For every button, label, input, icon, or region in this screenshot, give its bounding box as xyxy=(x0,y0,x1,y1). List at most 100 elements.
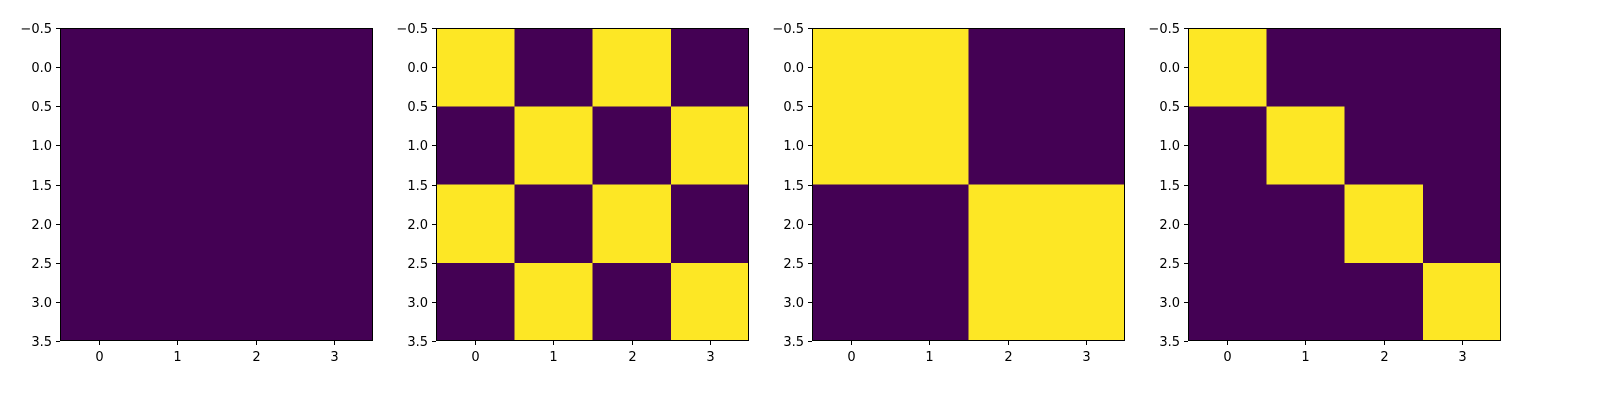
y-tick-label: 2.5 xyxy=(1159,257,1180,272)
heatmap-cell xyxy=(968,28,1047,107)
plot-frame xyxy=(812,28,1125,341)
heatmap-cell xyxy=(670,28,749,107)
x-tick-label: 2 xyxy=(1004,350,1012,365)
y-tick-label: 3.5 xyxy=(783,335,804,350)
heatmap-cell xyxy=(670,262,749,341)
heatmap-cell xyxy=(138,106,217,185)
y-tick-label: 2.5 xyxy=(783,257,804,272)
y-tick-label: 2.0 xyxy=(407,218,428,233)
heatmap-cell xyxy=(1188,106,1267,185)
heatmap-cell xyxy=(812,262,891,341)
x-tick-label: 0 xyxy=(471,350,479,365)
heatmap-cell xyxy=(138,262,217,341)
y-tick-label: 0.5 xyxy=(31,100,52,115)
plot-frame xyxy=(436,28,749,341)
plot-frame xyxy=(60,28,373,341)
heatmap-cell xyxy=(890,28,969,107)
x-tick-label: 1 xyxy=(1301,350,1309,365)
y-tick-label: 3.0 xyxy=(407,296,428,311)
y-tick-label: 3.5 xyxy=(407,335,428,350)
heatmap-cell xyxy=(1344,28,1423,107)
x-tick-label: 2 xyxy=(252,350,260,365)
heatmap-cell xyxy=(1344,106,1423,185)
y-tick-label: 0.0 xyxy=(783,61,804,76)
heatmap-panel-2: 0 1 2 3 −0.5 0.0 0.5 1.0 1.5 2.0 2.5 3.0 3.5 xyxy=(396,22,749,365)
plot-frame xyxy=(1188,28,1501,341)
y-tick-label: 2.5 xyxy=(31,257,52,272)
heatmap-cell xyxy=(890,184,969,263)
heatmap-cell xyxy=(60,28,139,107)
heatmap-cell xyxy=(294,184,373,263)
heatmap-cell xyxy=(890,106,969,185)
heatmap-cell xyxy=(592,106,671,185)
heatmap-cell xyxy=(216,28,295,107)
heatmap-cell xyxy=(436,184,515,263)
heatmap-cell xyxy=(294,262,373,341)
heatmap-cell xyxy=(436,262,515,341)
heatmap-cell xyxy=(968,106,1047,185)
y-tick-label: 2.0 xyxy=(1159,218,1180,233)
y-tick-label: 1.5 xyxy=(31,179,52,194)
heatmap-cell xyxy=(890,262,969,341)
x-tick-label: 0 xyxy=(95,350,103,365)
heatmap-panel-4: 0 1 2 3 −0.5 0.0 0.5 1.0 1.5 2.0 2.5 3.0 3.5 xyxy=(1148,22,1501,365)
heatmap-cell xyxy=(812,28,891,107)
heatmap-cell xyxy=(670,106,749,185)
heatmap-cell xyxy=(216,106,295,185)
x-tick-label: 1 xyxy=(549,350,557,365)
y-tick-label: 0.5 xyxy=(1159,100,1180,115)
heatmap-cell xyxy=(514,262,593,341)
y-tick-label: 1.0 xyxy=(407,139,428,154)
heatmap-cell xyxy=(60,184,139,263)
heatmap-cell xyxy=(1422,106,1501,185)
y-tick-label: 3.5 xyxy=(1159,335,1180,350)
y-tick-label: 3.5 xyxy=(31,335,52,350)
heatmap-cell xyxy=(216,262,295,341)
heatmap-cell xyxy=(670,184,749,263)
y-tick-label: 0.5 xyxy=(407,100,428,115)
heatmap-cell xyxy=(514,106,593,185)
x-tick-label: 0 xyxy=(847,350,855,365)
heatmap-cell xyxy=(436,106,515,185)
heatmap-panel-1: 0 1 2 3 −0.5 0.0 0.5 1.0 1.5 2.0 2.5 3.0 3.5 xyxy=(20,22,373,365)
x-tick-label: 2 xyxy=(628,350,636,365)
x-tick-label: 2 xyxy=(1380,350,1388,365)
heatmap-cell xyxy=(514,28,593,107)
heatmap-cell xyxy=(1046,184,1125,263)
heatmap-cell xyxy=(1422,28,1501,107)
y-tick-label: 1.5 xyxy=(783,179,804,194)
x-tick-label: 3 xyxy=(1458,350,1466,365)
heatmap-cell xyxy=(216,184,295,263)
heatmap-cell xyxy=(1266,106,1345,185)
heatmap-cell xyxy=(294,106,373,185)
x-tick-label: 3 xyxy=(1082,350,1090,365)
x-tick-label: 1 xyxy=(173,350,181,365)
heatmap-cell xyxy=(60,262,139,341)
heatmap-cell xyxy=(812,184,891,263)
x-tick-label: 0 xyxy=(1223,350,1231,365)
heatmap-cell xyxy=(812,106,891,185)
x-tick-label: 3 xyxy=(706,350,714,365)
heatmap-cell xyxy=(1266,28,1345,107)
y-tick-label: 3.0 xyxy=(783,296,804,311)
heatmap-cell xyxy=(592,28,671,107)
heatmap-cell xyxy=(1344,262,1423,341)
heatmap-cell xyxy=(1188,262,1267,341)
heatmap-cell xyxy=(968,184,1047,263)
heatmap-cell xyxy=(514,184,593,263)
y-tick-label: 1.5 xyxy=(407,179,428,194)
y-tick-label: 1.5 xyxy=(1159,179,1180,194)
heatmap-cell xyxy=(592,184,671,263)
y-tick-label: 1.0 xyxy=(31,139,52,154)
y-tick-label: 1.0 xyxy=(783,139,804,154)
y-tick-label: 0.0 xyxy=(31,61,52,76)
y-tick-label: 2.0 xyxy=(31,218,52,233)
heatmap-cell xyxy=(436,28,515,107)
heatmap-panel-3: 0 1 2 3 −0.5 0.0 0.5 1.0 1.5 2.0 2.5 3.0 3.5 xyxy=(772,22,1125,365)
heatmap-cell xyxy=(592,262,671,341)
heatmap-cell xyxy=(1188,28,1267,107)
heatmap-cell xyxy=(1046,262,1125,341)
heatmap-cell xyxy=(138,184,217,263)
heatmap-cell xyxy=(968,262,1047,341)
heatmap-cell xyxy=(1422,262,1501,341)
